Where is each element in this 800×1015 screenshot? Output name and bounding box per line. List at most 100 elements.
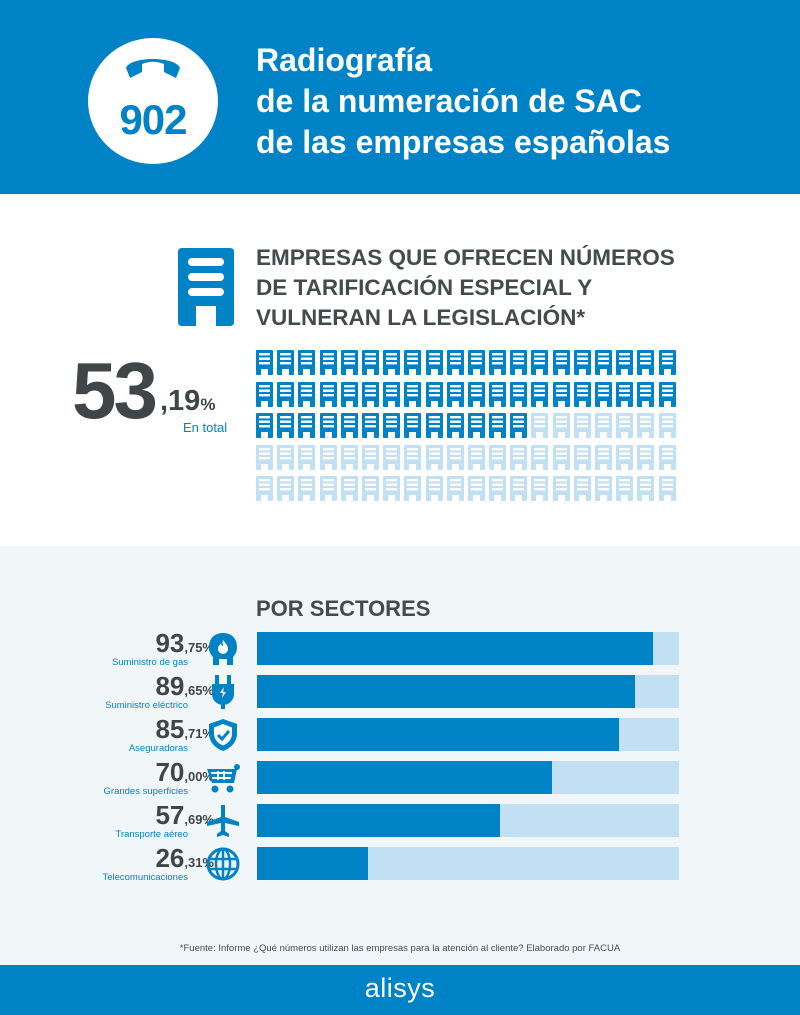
building-icon (595, 444, 616, 477)
building-icon (658, 413, 680, 445)
building-icon (467, 413, 489, 445)
building-icon (467, 381, 489, 414)
shopping-cart-icon (206, 761, 240, 795)
building-icon (319, 444, 341, 477)
building-icon (446, 381, 468, 414)
building-icon (361, 444, 383, 477)
building-icon (277, 413, 298, 445)
building-icon (595, 350, 616, 382)
building-icon (404, 381, 425, 414)
building-icon (573, 381, 595, 414)
building-icon (658, 476, 680, 508)
building-icon (658, 350, 680, 382)
sector-label: Suministro de gas (111, 657, 188, 668)
building-icon (383, 444, 404, 477)
heading-line: DE TARIFICACIÓN ESPECIAL Y (256, 275, 593, 300)
building-icon (595, 413, 616, 445)
building-icon (616, 350, 637, 382)
sector-label: Suministro eléctrico (105, 700, 188, 711)
building-icon (616, 381, 637, 414)
sector-bar-fill (257, 632, 653, 665)
sectors-heading: POR SECTORES (256, 596, 431, 621)
building-icon (531, 413, 552, 445)
shield-check-icon (206, 718, 240, 752)
building-icon (467, 350, 489, 382)
building-icon (383, 413, 404, 445)
building-icon (383, 381, 404, 414)
building-icon (595, 476, 616, 508)
gas-tank-icon (206, 632, 240, 666)
building-icon (277, 476, 298, 508)
building-icon (256, 444, 277, 477)
building-icon (510, 476, 531, 508)
sector-row: 26,31% Telecomunicaciones (0, 843, 800, 890)
sector-percent: 85,71% (155, 714, 214, 744)
building-icon (510, 381, 531, 414)
building-icon (446, 444, 468, 477)
building-icon (510, 444, 531, 477)
building-icon (446, 476, 468, 508)
building-icon (573, 444, 595, 477)
building-icon (256, 350, 277, 382)
telephone-icon (126, 59, 180, 78)
building-icon (340, 476, 362, 508)
building-icon (425, 413, 447, 445)
building-icon (256, 381, 277, 414)
building-icon (489, 476, 510, 508)
building-icon (637, 350, 658, 382)
sector-label: Telecomunicaciones (102, 872, 188, 883)
building-icon (298, 350, 319, 382)
header-banner: 902 Radiografía de la numeración de SAC … (0, 0, 800, 194)
building-icon (489, 381, 510, 414)
sector-row: 85,71% Aseguradoras (0, 714, 800, 761)
building-icon (510, 350, 531, 382)
building-icon (319, 413, 341, 445)
sector-bar-fill (257, 761, 553, 794)
sector-row: 57,69% Transporte aéreo (0, 800, 800, 847)
sector-percent: 57,69% (155, 800, 214, 830)
heading-line: EMPRESAS QUE OFRECEN NÚMEROS (256, 245, 675, 270)
total-value-dec: ,19% (160, 385, 216, 417)
building-icon (552, 350, 574, 382)
building-icon (467, 476, 489, 508)
sector-label: Transporte aéreo (115, 829, 188, 840)
building-icon (404, 413, 425, 445)
waffle-grid (256, 350, 680, 508)
building-icon (637, 476, 658, 508)
sector-bar-track (257, 718, 679, 751)
total-caption: En total (183, 420, 228, 435)
building-icon (178, 248, 234, 326)
building-icon (616, 444, 637, 477)
sector-row: 70,00% Grandes superficies (0, 757, 800, 804)
footer: alisys (0, 965, 800, 1015)
building-icon (658, 444, 680, 477)
building-icon (446, 413, 468, 445)
building-icon (319, 381, 341, 414)
building-icon (573, 413, 595, 445)
airplane-icon (206, 804, 240, 838)
building-icon (361, 350, 383, 382)
building-icon (637, 413, 658, 445)
building-icon (531, 476, 552, 508)
sector-bar-track (257, 761, 679, 794)
building-icon (361, 476, 383, 508)
building-icon (616, 476, 637, 508)
sector-percent: 89,65% (155, 671, 214, 701)
building-icon (489, 444, 510, 477)
sector-percent: 93,75% (155, 628, 214, 658)
page-title: Radiografía de la numeración de SAC de l… (256, 40, 670, 163)
building-icon (510, 413, 531, 445)
building-icon (616, 413, 637, 445)
building-icon (489, 350, 510, 382)
building-icon (489, 413, 510, 445)
sector-bar-fill (257, 847, 369, 880)
building-icon (531, 350, 552, 382)
building-icon (446, 350, 468, 382)
building-icon (425, 444, 447, 477)
plug-icon (206, 675, 240, 709)
sector-row: 89,65% Suministro eléctrico (0, 671, 800, 718)
building-icon (298, 444, 319, 477)
sector-bar-track (257, 632, 679, 665)
building-icon (425, 381, 447, 414)
building-icon (256, 413, 277, 445)
